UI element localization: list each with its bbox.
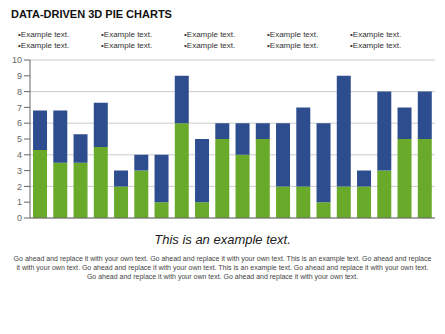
html-text:•Example text.: •Example text. [267, 30, 319, 39]
svg-text:3: 3 [17, 166, 22, 176]
svg-text:5: 5 [17, 134, 22, 144]
html-text:•Example text.: •Example text. [101, 41, 153, 50]
html-text:•Example text.: •Example text. [184, 30, 236, 39]
html-text:This is an example text.: This is an example text. [154, 232, 291, 247]
html-text:•Example text.: •Example text. [18, 30, 70, 39]
html-text:•Example text.: •Example text. [350, 41, 402, 50]
html-text:•Example text.: •Example text. [101, 30, 153, 39]
svg-text:9: 9 [17, 71, 22, 81]
svg-text:0: 0 [17, 213, 22, 223]
html-text:Go ahead and replace it with y: Go ahead and replace it with your own te… [13, 255, 432, 280]
svg-text:8: 8 [17, 87, 22, 97]
svg-text:10: 10 [12, 55, 22, 65]
svg-text:1: 1 [17, 197, 22, 207]
svg-text:4: 4 [17, 150, 22, 160]
html-text:•Example text.: •Example text. [184, 41, 236, 50]
html-text:•Example text.: •Example text. [267, 41, 319, 50]
html-text:•Example text.: •Example text. [18, 41, 70, 50]
html-text:DATA-DRIVEN 3D PIE CHARTS: DATA-DRIVEN 3D PIE CHARTS [11, 8, 172, 20]
svg-text:6: 6 [17, 118, 22, 128]
svg-text:2: 2 [17, 182, 22, 192]
svg-text:7: 7 [17, 103, 22, 113]
html-text:•Example text.: •Example text. [350, 30, 402, 39]
